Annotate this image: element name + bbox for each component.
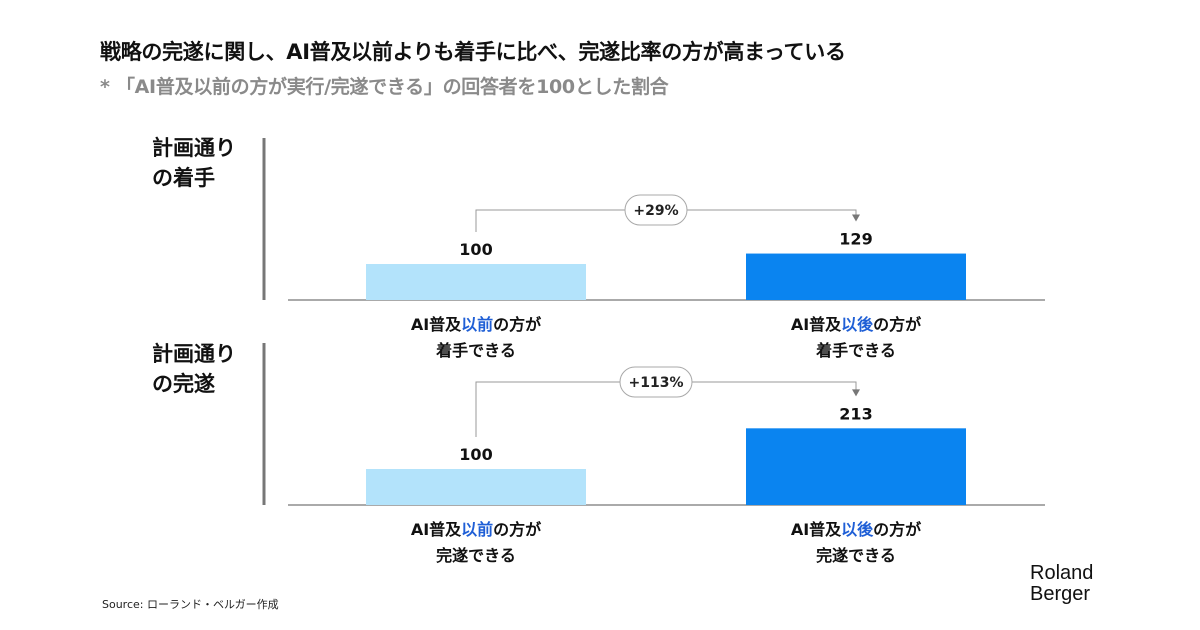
bar-value-label: 100 (459, 445, 492, 464)
bar (366, 264, 586, 300)
group-label-line2: の完遂 (152, 372, 215, 396)
group-label-start: 計画通り の着手 (152, 133, 236, 193)
chart-subtitle: * 「AI普及以前の方が実行/完遂できる」の回答者を100とした割合 (100, 76, 669, 98)
change-badge (624, 194, 688, 226)
category-suffix: の方が (873, 315, 921, 334)
category-label-line1: AI普及以前の方が (411, 315, 541, 334)
bar (746, 428, 966, 505)
change-badge-label: +29% (633, 203, 678, 219)
group-label-complete: 計画通り の完遂 (152, 339, 236, 399)
category-label-line2: 着手できる (435, 341, 516, 360)
group-label-line1: 計画通り (152, 342, 236, 366)
bar (746, 253, 966, 300)
logo-line2: Berger (1030, 583, 1091, 605)
group-label-line1: 計画通り (152, 136, 236, 160)
category-highlight: 以前 (461, 520, 493, 539)
category-highlight: 以後 (841, 315, 874, 334)
connector-arrow-icon (852, 214, 860, 222)
roland-berger-logo: Roland Berger (1030, 563, 1093, 605)
category-suffix: の方が (493, 520, 541, 539)
logo-line1: Roland (1030, 562, 1094, 584)
category-label-line1: AI普及以後の方が (791, 520, 921, 539)
category-prefix: AI普及 (791, 315, 842, 334)
bar (366, 469, 586, 505)
category-suffix: の方が (873, 520, 921, 539)
change-badge (619, 366, 693, 398)
category-label-line2: 着手できる (815, 341, 896, 360)
change-badge-label: +113% (629, 375, 684, 391)
category-highlight: 以前 (461, 315, 493, 334)
chart-title: 戦略の完遂に関し、AI普及以前よりも着手に比べ、完遂比率の方が高まっている (100, 40, 846, 64)
category-label-line2: 完遂できる (816, 546, 896, 565)
category-suffix: の方が (493, 315, 541, 334)
bar-value-label: 129 (839, 230, 872, 249)
connector-arrow-icon (852, 389, 860, 397)
category-label-line1: AI普及以後の方が (791, 315, 921, 334)
category-label-line1: AI普及以前の方が (411, 520, 541, 539)
group-label-line2: の着手 (152, 166, 215, 190)
bar-value-label: 100 (459, 240, 492, 259)
source-note: Source: ローランド・ベルガー作成 (102, 598, 279, 611)
category-label-line2: 完遂できる (436, 546, 516, 565)
category-prefix: AI普及 (791, 520, 842, 539)
category-prefix: AI普及 (411, 315, 462, 334)
bar-value-label: 213 (839, 404, 872, 423)
category-highlight: 以後 (841, 520, 874, 539)
chart-card (72, 28, 1130, 620)
category-prefix: AI普及 (411, 520, 462, 539)
